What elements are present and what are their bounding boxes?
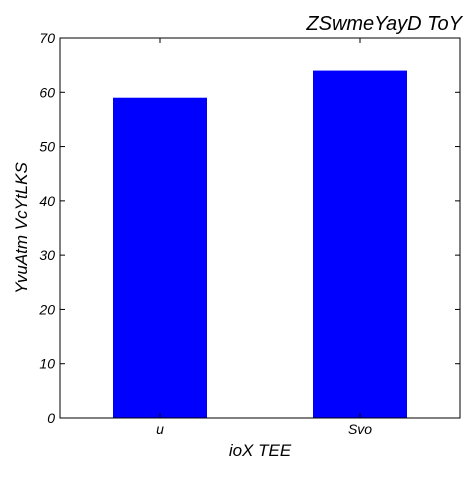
bars-layer (113, 70, 407, 419)
x-tick-label: Svo (348, 421, 372, 437)
y-tick-label: 0 (47, 410, 55, 426)
y-tick-label: 20 (38, 301, 55, 317)
y-tick-label: 40 (39, 193, 55, 209)
bar-Svo (313, 70, 407, 419)
y-tick-label: 30 (39, 247, 55, 263)
y-tick-label: 50 (39, 139, 55, 155)
x-axis-title: ioX TEE (229, 441, 292, 460)
y-tick-label: 70 (39, 30, 55, 46)
plot-frame (59, 37, 461, 419)
y-tick-label: 60 (39, 84, 55, 100)
y-axis-title: YvuAtm VcYtLKS (12, 162, 31, 294)
bar-u (113, 97, 207, 418)
chart-title: ZSwmeYayD ToY (305, 13, 463, 35)
y-tick-label: 10 (39, 356, 55, 372)
ticks-layer: 0 10 20 30 40 50 60 70 u Svo (38, 30, 460, 437)
x-tick-label: u (156, 421, 164, 437)
